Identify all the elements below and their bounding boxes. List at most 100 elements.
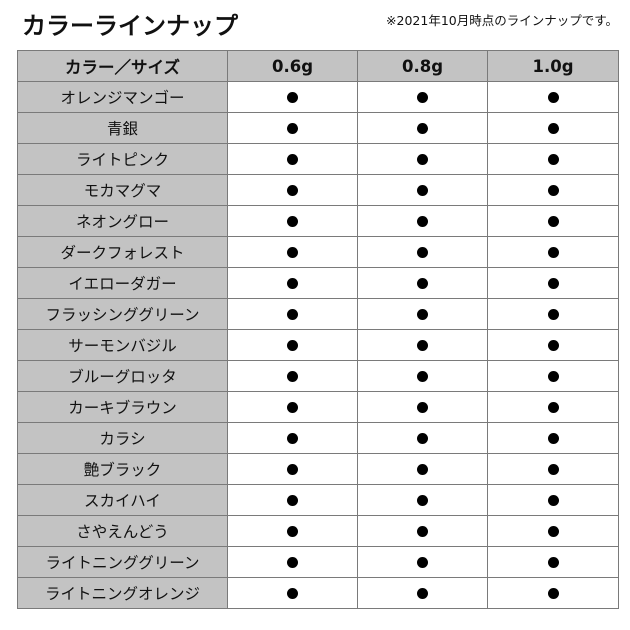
available-dot-icon	[547, 185, 559, 196]
availability-cell	[487, 205, 619, 237]
color-name: サーモンバジル	[17, 329, 228, 361]
color-lineup-table: カラー／サイズ 0.6g 0.8g 1.0g オレンジマンゴー 青銀 ライトピンクモ…	[17, 50, 619, 609]
available-dot-icon	[547, 247, 559, 258]
availability-cell	[227, 81, 358, 113]
available-dot-icon	[547, 278, 559, 289]
available-dot-icon	[417, 309, 428, 320]
table-row: さやえんどう	[17, 515, 619, 547]
available-dot-icon	[547, 402, 559, 413]
availability-cell	[487, 267, 619, 299]
availability-cell	[357, 360, 488, 392]
available-dot-icon	[547, 309, 559, 320]
table-row: モカマグマ	[17, 174, 619, 206]
color-name: ライトピンク	[17, 143, 228, 175]
availability-cell	[487, 329, 619, 361]
availability-cell	[227, 546, 358, 578]
table-row: ダークフォレスト	[17, 236, 619, 268]
color-name: モカマグマ	[17, 174, 228, 206]
color-name: さやえんどう	[17, 515, 228, 547]
page-title: カラーラインナップ	[22, 12, 238, 40]
availability-cell	[227, 391, 358, 423]
header-0-6g: 0.6g	[227, 50, 358, 82]
available-dot-icon	[547, 216, 559, 227]
table-row: スカイハイ	[17, 484, 619, 516]
available-dot-icon	[547, 495, 559, 506]
availability-cell	[227, 174, 358, 206]
color-name: フラッシンググリーン	[17, 298, 228, 330]
available-dot-icon	[287, 464, 298, 475]
color-name: ライトニンググリーン	[17, 546, 228, 578]
table-row: オレンジマンゴー	[17, 81, 619, 113]
color-name: ダークフォレスト	[17, 236, 228, 268]
availability-cell	[357, 298, 488, 330]
color-name: カーキブラウン	[17, 391, 228, 423]
available-dot-icon	[417, 588, 428, 599]
available-dot-icon	[287, 526, 298, 537]
availability-cell	[227, 484, 358, 516]
availability-cell	[227, 422, 358, 454]
available-dot-icon	[417, 371, 428, 382]
available-dot-icon	[287, 154, 298, 165]
available-dot-icon	[287, 216, 298, 227]
table-row: 艶ブラック	[17, 453, 619, 485]
availability-cell	[227, 112, 358, 144]
availability-cell	[227, 329, 358, 361]
available-dot-icon	[417, 557, 428, 568]
availability-cell	[357, 577, 488, 609]
color-name: イエローダガー	[17, 267, 228, 299]
availability-cell	[357, 81, 488, 113]
color-name: ライトニングオレンジ	[17, 577, 228, 609]
availability-cell	[227, 267, 358, 299]
available-dot-icon	[417, 123, 428, 134]
available-dot-icon	[547, 557, 559, 568]
available-dot-icon	[547, 92, 559, 103]
availability-cell	[357, 174, 488, 206]
header-row: カラー／サイズ 0.6g 0.8g 1.0g	[17, 50, 619, 82]
table-row: ライトピンク	[17, 143, 619, 175]
available-dot-icon	[287, 557, 298, 568]
table-row: イエローダガー	[17, 267, 619, 299]
header-1-0g: 1.0g	[487, 50, 619, 82]
available-dot-icon	[417, 92, 428, 103]
availability-cell	[227, 515, 358, 547]
availability-cell	[357, 329, 488, 361]
available-dot-icon	[417, 216, 428, 227]
table-row: ブルーグロッタ	[17, 360, 619, 392]
available-dot-icon	[547, 588, 559, 599]
color-name: オレンジマンゴー	[17, 81, 228, 113]
available-dot-icon	[547, 123, 559, 134]
availability-cell	[487, 143, 619, 175]
availability-cell	[227, 453, 358, 485]
header-color-size: カラー／サイズ	[17, 50, 228, 82]
available-dot-icon	[547, 154, 559, 165]
available-dot-icon	[417, 278, 428, 289]
available-dot-icon	[547, 340, 559, 351]
table-row: ライトニングオレンジ	[17, 577, 619, 609]
availability-cell	[487, 112, 619, 144]
available-dot-icon	[287, 278, 298, 289]
available-dot-icon	[417, 526, 428, 537]
availability-cell	[487, 81, 619, 113]
available-dot-icon	[287, 309, 298, 320]
availability-cell	[357, 546, 488, 578]
available-dot-icon	[287, 123, 298, 134]
availability-cell	[227, 298, 358, 330]
available-dot-icon	[547, 371, 559, 382]
availability-cell	[487, 577, 619, 609]
color-name: カラシ	[17, 422, 228, 454]
color-name: ブルーグロッタ	[17, 360, 228, 392]
availability-cell	[357, 515, 488, 547]
available-dot-icon	[287, 371, 298, 382]
available-dot-icon	[547, 433, 559, 444]
availability-cell	[357, 112, 488, 144]
availability-cell	[357, 205, 488, 237]
availability-cell	[227, 143, 358, 175]
available-dot-icon	[547, 464, 559, 475]
available-dot-icon	[287, 247, 298, 258]
available-dot-icon	[547, 526, 559, 537]
table-row: フラッシンググリーン	[17, 298, 619, 330]
availability-cell	[357, 267, 488, 299]
availability-cell	[227, 360, 358, 392]
availability-cell	[227, 236, 358, 268]
availability-cell	[487, 174, 619, 206]
